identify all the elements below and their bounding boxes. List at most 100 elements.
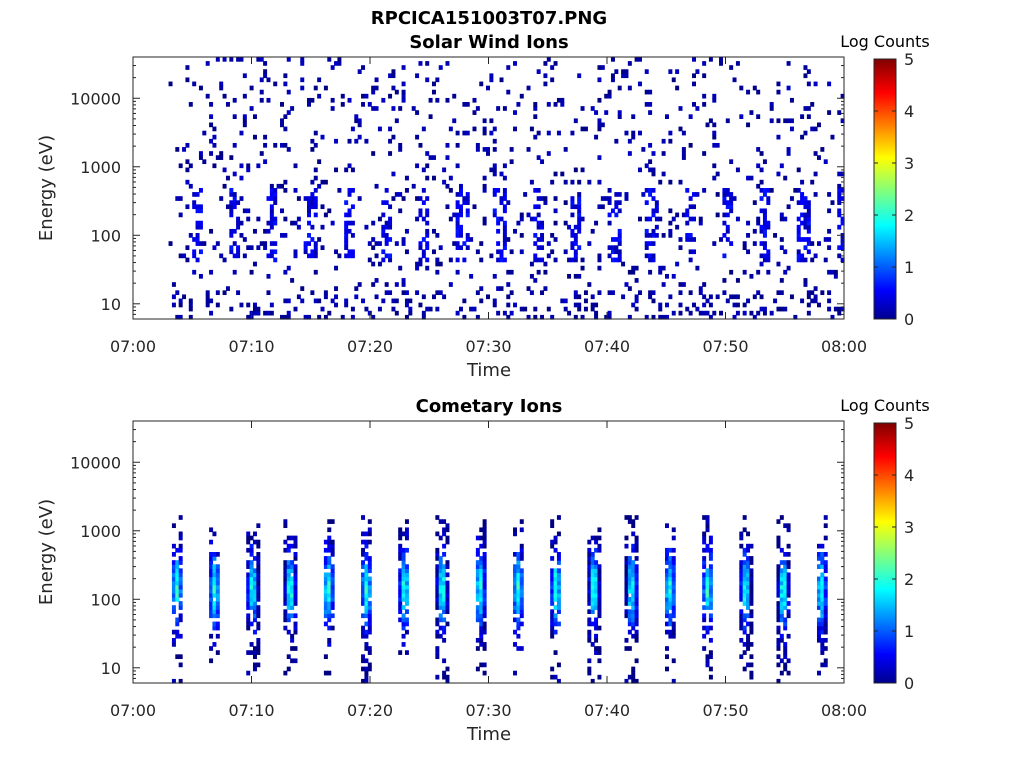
heatmap-cell	[286, 298, 291, 304]
heatmap-cell	[401, 597, 406, 602]
heatmap-cell	[350, 126, 355, 132]
heatmap-cell	[742, 625, 747, 631]
heatmap-cell	[293, 543, 298, 549]
heatmap-cell	[374, 253, 379, 259]
heatmap-cell	[624, 196, 629, 201]
heatmap-cell	[637, 167, 642, 173]
heatmap-cell	[246, 167, 251, 173]
heatmap-cell	[519, 572, 524, 578]
heatmap-cell	[702, 646, 707, 651]
heatmap-cell	[465, 200, 470, 205]
heatmap-cell	[556, 605, 561, 610]
heatmap-cell	[219, 155, 224, 160]
heatmap-cell	[334, 249, 339, 255]
heatmap-cell	[668, 69, 673, 74]
heatmap-cell	[290, 588, 295, 594]
heatmap-cell	[712, 93, 717, 99]
heatmap-cell	[381, 212, 386, 218]
heatmap-cell	[776, 261, 781, 267]
heatmap-cell	[800, 237, 805, 242]
heatmap-cell	[587, 584, 592, 590]
heatmap-cell	[256, 625, 261, 631]
heatmap-cell	[742, 588, 747, 594]
heatmap-cell	[482, 609, 487, 614]
heatmap-cell	[435, 233, 440, 238]
heatmap-cell	[550, 674, 555, 680]
heatmap-cell	[820, 592, 825, 598]
heatmap-cell	[573, 302, 578, 308]
heatmap-cell	[702, 188, 707, 193]
heatmap-cell	[803, 106, 808, 111]
heatmap-cell	[813, 126, 818, 132]
heatmap-cell	[195, 208, 200, 214]
heatmap-cell	[651, 208, 656, 214]
heatmap-cell	[266, 220, 271, 226]
heatmap-cell	[198, 151, 203, 156]
heatmap-cell	[536, 245, 541, 250]
heatmap-cell	[506, 314, 511, 320]
heatmap-cell	[658, 216, 663, 222]
heatmap-cell	[404, 650, 409, 655]
heatmap-cell	[361, 580, 366, 586]
heatmap-cell	[756, 220, 761, 226]
heatmap-cell	[496, 249, 501, 255]
heatmap-cell	[746, 584, 751, 590]
heatmap-cell	[455, 192, 460, 197]
heatmap-cell	[823, 597, 828, 602]
heatmap-cell	[776, 580, 781, 586]
heatmap-cell	[614, 245, 619, 250]
heatmap-cell	[820, 629, 825, 635]
heatmap-cell	[283, 179, 288, 185]
heatmap-cell	[209, 138, 214, 144]
heatmap-cell	[830, 134, 835, 140]
heatmap-cell	[178, 314, 183, 320]
heatmap-cell	[675, 85, 680, 91]
heatmap-cell	[293, 646, 298, 651]
heatmap-cell	[516, 646, 521, 651]
heatmap-cell	[823, 576, 828, 582]
heatmap-cell	[651, 241, 656, 246]
heatmap-cell	[381, 298, 386, 304]
heatmap-cell	[590, 294, 595, 300]
heatmap-cell	[185, 65, 190, 70]
heatmap-cell	[445, 155, 450, 160]
heatmap-cell	[827, 192, 832, 197]
heatmap-cell	[688, 216, 693, 222]
heatmap-cell	[820, 588, 825, 594]
heatmap-cell	[708, 601, 713, 606]
heatmap-cell	[442, 552, 447, 557]
heatmap-cell	[239, 302, 244, 308]
heatmap-cell	[631, 130, 636, 136]
heatmap-cell	[752, 294, 757, 300]
heatmap-cell	[323, 670, 328, 676]
heatmap-cell	[692, 73, 696, 79]
heatmap-cell	[739, 592, 744, 598]
heatmap-cell	[249, 605, 254, 610]
heatmap-cell	[722, 188, 727, 193]
heatmap-cell	[708, 552, 713, 557]
heatmap-cell	[513, 576, 518, 582]
heatmap-cell	[553, 171, 558, 177]
heatmap-cell	[708, 650, 713, 655]
heatmap-cell	[648, 89, 653, 95]
heatmap-cell	[469, 306, 474, 312]
heatmap-cell	[729, 65, 734, 70]
heatmap-cell	[256, 560, 261, 565]
heatmap-cell	[249, 576, 254, 582]
heatmap-cell	[746, 646, 751, 651]
heatmap-cell	[307, 233, 311, 238]
heatmap-cell	[438, 601, 443, 606]
heatmap-cell	[492, 192, 497, 197]
heatmap-cell	[171, 584, 176, 590]
heatmap-cell	[290, 658, 295, 664]
heatmap-cell	[779, 588, 784, 594]
heatmap-cell	[236, 200, 241, 205]
heatmap-cell	[594, 592, 599, 598]
heatmap-cell	[746, 175, 751, 181]
heatmap-cell	[327, 642, 332, 647]
heatmap-cell	[776, 118, 781, 124]
heatmap-cell	[685, 233, 690, 238]
heatmap-cell	[215, 57, 220, 62]
heatmap-cell	[435, 588, 440, 594]
heatmap-cell	[334, 302, 339, 308]
